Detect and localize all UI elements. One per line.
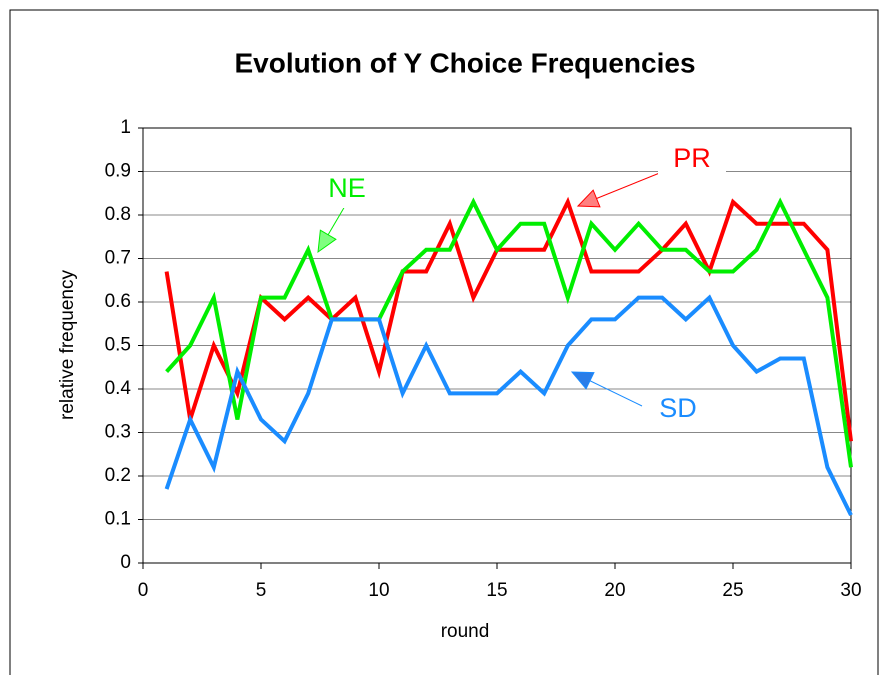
y-tick-label: 0.4 [105,378,132,399]
y-tick-label: 1 [120,117,131,138]
x-tick-label: 15 [486,580,507,601]
arrow-head [576,189,601,208]
y-tick-label: 0.3 [105,422,131,443]
y-axis-label: relative frequency [57,270,78,420]
label-background [658,142,726,178]
y-tick-label: 0.6 [105,291,131,312]
series-label: PR [673,143,711,173]
chart-title: Evolution of Y Choice Frequencies [234,47,695,78]
label-background [313,172,381,208]
y-tick-label: 0.8 [105,204,131,225]
x-tick-label: 25 [722,580,743,601]
series-line [164,196,853,442]
x-tick-label: 30 [840,580,861,601]
y-tick-label: 0.2 [105,465,131,486]
series-label: NE [328,173,366,203]
y-tick-label: 0 [120,552,131,573]
plot-border [142,127,852,564]
arrow-head [317,229,337,254]
x-tick-label: 10 [368,580,389,601]
annotation-arrow [589,380,643,407]
series-label: SD [659,393,697,423]
x-axis-label: round [441,621,490,642]
series-line [164,294,853,517]
y-tick-label: 0.7 [105,248,131,269]
x-tick-label: 5 [256,580,267,601]
y-tick-label: 0.5 [105,335,131,356]
y-tick-label: 0.1 [105,509,131,530]
arrow-head [570,371,595,390]
label-background [644,392,712,428]
x-tick-label: 20 [604,580,625,601]
y-tick-label: 0.9 [105,161,131,182]
annotation-arrow [327,205,346,236]
x-tick-label: 0 [138,580,149,601]
frame [9,9,879,675]
series-line [165,197,853,468]
